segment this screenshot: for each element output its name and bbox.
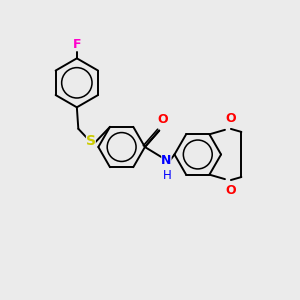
Text: O: O bbox=[158, 113, 168, 126]
Text: O: O bbox=[225, 112, 236, 125]
Text: H: H bbox=[163, 169, 171, 182]
Text: F: F bbox=[73, 38, 81, 51]
Text: N: N bbox=[161, 154, 172, 167]
Text: S: S bbox=[86, 134, 96, 148]
Text: O: O bbox=[225, 184, 236, 196]
